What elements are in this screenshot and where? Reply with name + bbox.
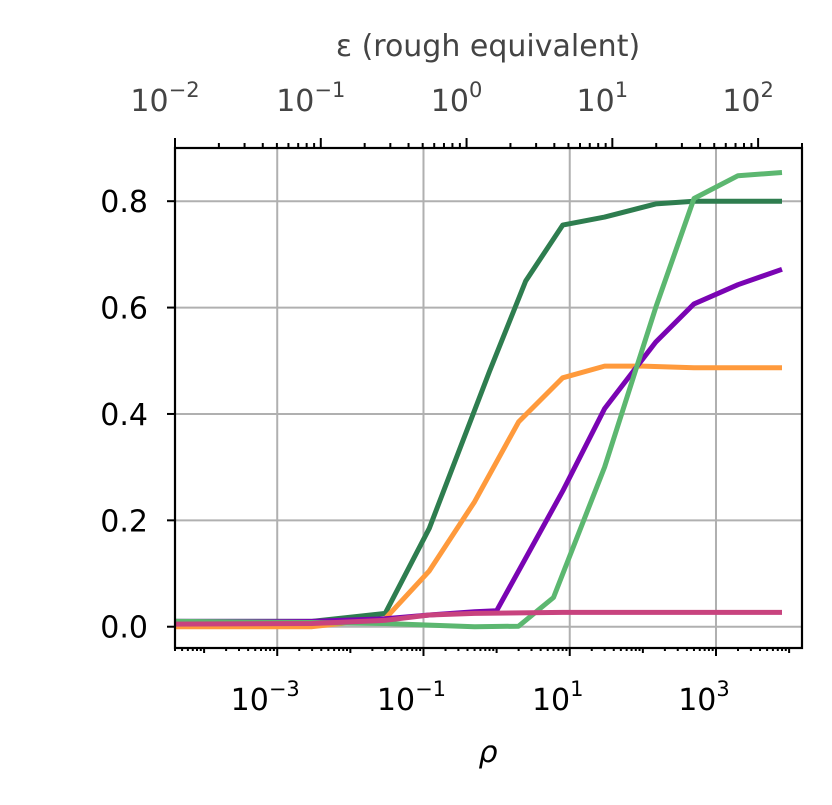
x-tick-exponent: 1 [570, 677, 583, 701]
x-tick-base: 10 [678, 683, 716, 718]
x-tick-label: 101 [532, 677, 584, 718]
top-tick-exponent: 2 [761, 78, 774, 102]
top-tick-exponent: −2 [169, 78, 200, 102]
top-tick-base: 10 [431, 84, 469, 119]
y-tick-label: 0.8 [100, 185, 148, 220]
x-axis-title: ρ [478, 735, 497, 770]
axis-ticks [167, 138, 803, 656]
top-tick-base: 10 [722, 84, 760, 119]
x-tick-label: 103 [678, 677, 730, 718]
y-tick-label: 0.6 [100, 292, 148, 327]
x-tick-base: 10 [231, 683, 269, 718]
y-tick-label: 0.4 [100, 398, 148, 433]
top-tick-label: 10−2 [130, 78, 199, 119]
top-tick-exponent: 1 [615, 78, 628, 102]
y-tick-label: 0.0 [100, 611, 148, 646]
top-tick-exponent: 0 [469, 78, 482, 102]
top-axis-title: ε (rough equivalent) [336, 29, 640, 64]
top-tick-base: 10 [276, 84, 314, 119]
top-tick-label: 100 [431, 78, 483, 119]
x-tick-base: 10 [532, 683, 570, 718]
x-tick-exponent: −3 [269, 677, 300, 701]
grid [175, 148, 802, 648]
x-tick-exponent: −1 [415, 677, 446, 701]
top-tick-label: 101 [577, 78, 629, 119]
plot-area-frame [173, 146, 804, 650]
series-line [175, 198, 782, 624]
x-tick-label: 10−3 [231, 677, 300, 718]
series-line [174, 609, 782, 627]
series-lines [174, 170, 783, 630]
top-tick-base: 10 [577, 84, 615, 119]
x-tick-exponent: 3 [716, 677, 729, 701]
top-tick-label: 102 [722, 78, 774, 119]
x-tick-label: 10−1 [377, 677, 446, 718]
y-tick-label: 0.2 [100, 504, 148, 539]
series-line [175, 266, 783, 624]
top-tick-label: 10−1 [276, 78, 345, 119]
x-tick-base: 10 [377, 683, 415, 718]
top-tick-base: 10 [130, 84, 168, 119]
top-tick-exponent: −1 [314, 78, 345, 102]
